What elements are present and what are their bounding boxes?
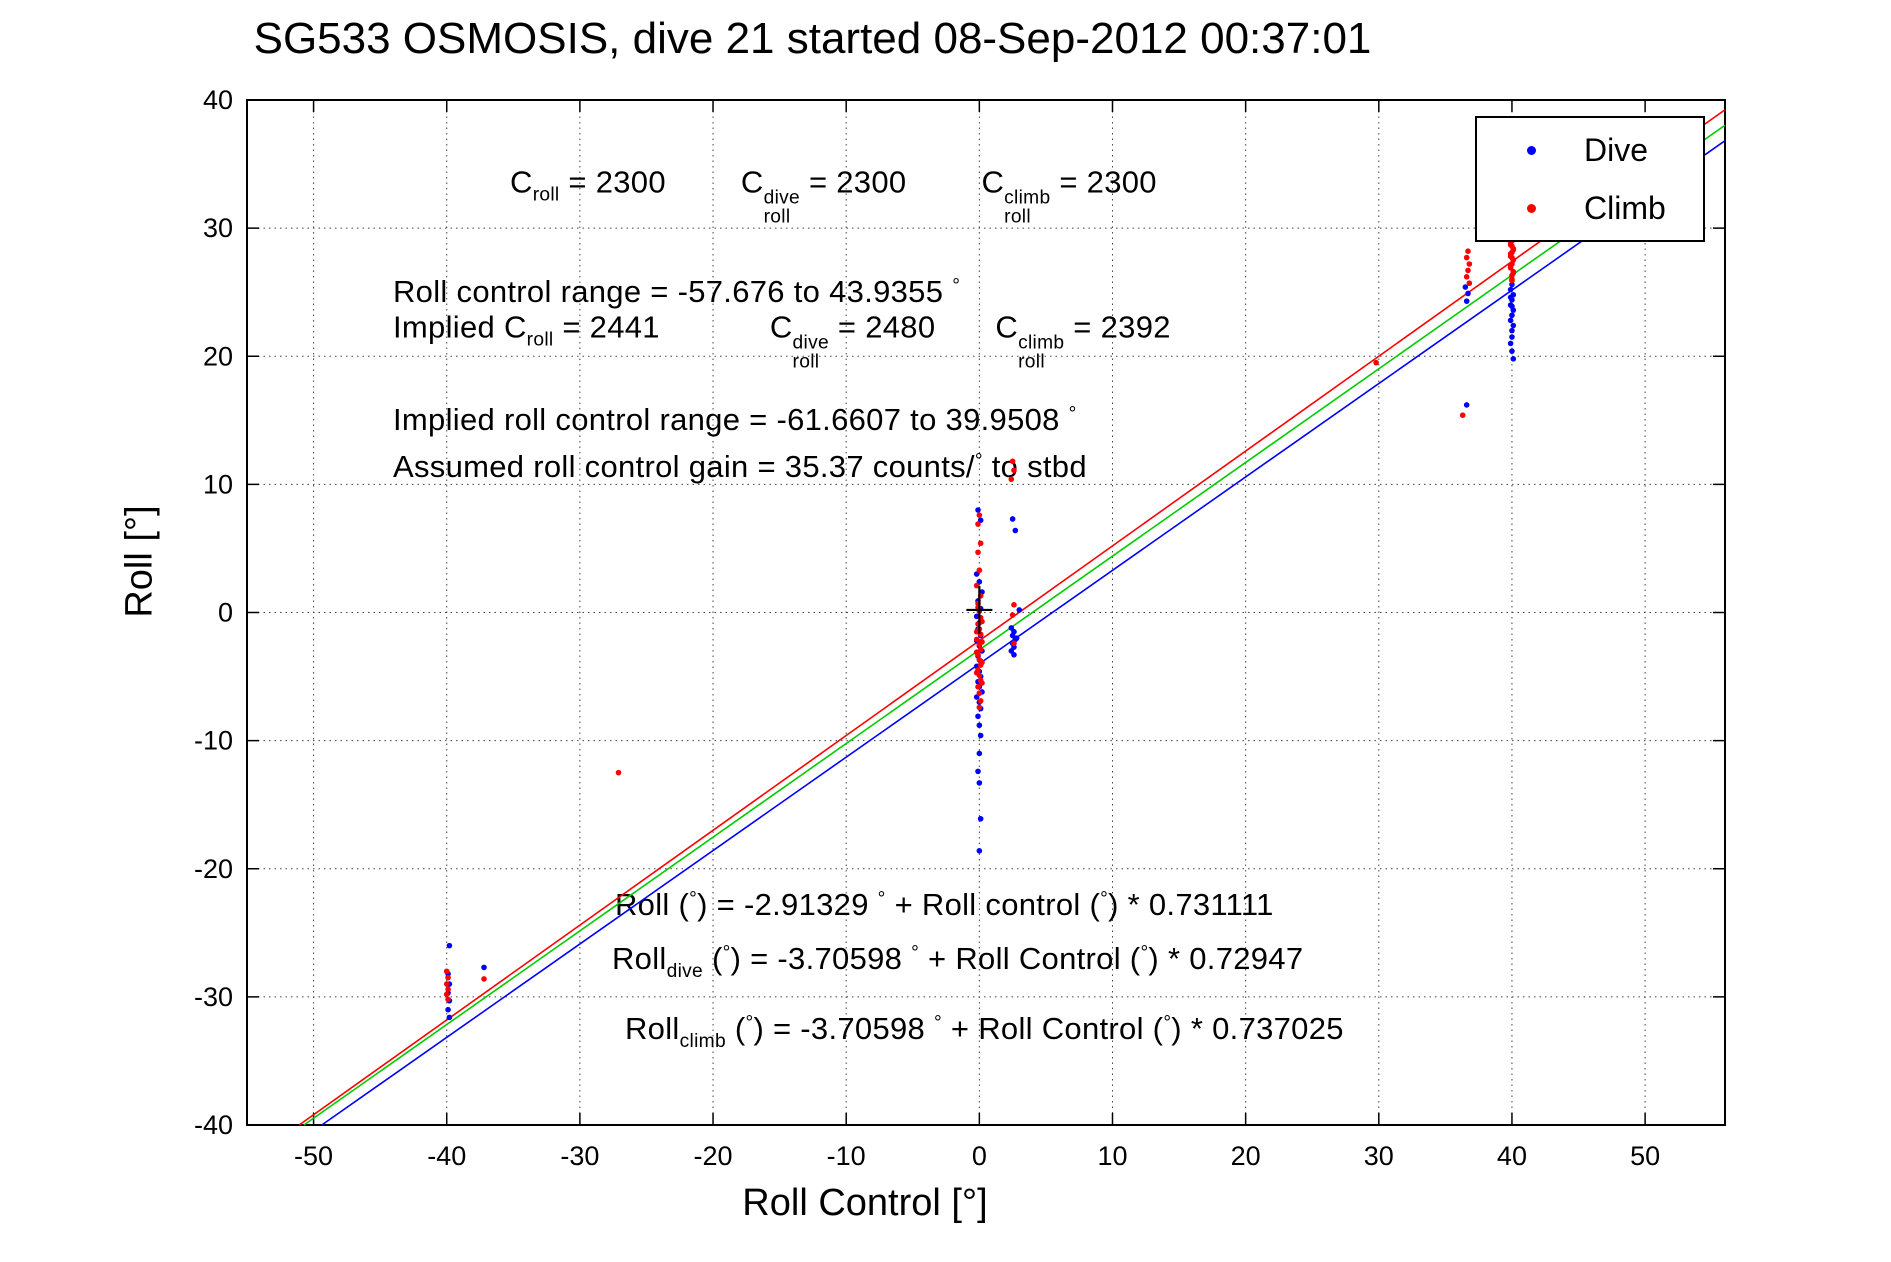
dive-marker-icon xyxy=(1527,146,1536,155)
svg-text:-30: -30 xyxy=(560,1141,599,1171)
svg-text:20: 20 xyxy=(203,341,233,371)
svg-text:-40: -40 xyxy=(427,1141,466,1171)
y-axis-label: Roll [°] xyxy=(118,505,161,618)
svg-text:20: 20 xyxy=(1231,1141,1261,1171)
svg-text:10: 10 xyxy=(203,469,233,499)
legend-item-climb: Climb xyxy=(1477,178,1703,239)
svg-text:-10: -10 xyxy=(194,726,233,756)
svg-text:-50: -50 xyxy=(294,1141,333,1171)
svg-text:-30: -30 xyxy=(194,982,233,1012)
plot-title: SG533 OSMOSIS, dive 21 started 08-Sep-20… xyxy=(253,14,1372,63)
legend: Dive Climb xyxy=(1475,116,1705,242)
svg-text:30: 30 xyxy=(1364,1141,1394,1171)
x-axis-label: Roll Control [°] xyxy=(742,1182,988,1224)
svg-text:-20: -20 xyxy=(194,854,233,884)
legend-item-dive: Dive xyxy=(1477,120,1703,181)
svg-text:-40: -40 xyxy=(194,1110,233,1140)
svg-text:50: 50 xyxy=(1630,1141,1660,1171)
svg-text:10: 10 xyxy=(1097,1141,1127,1171)
svg-text:-20: -20 xyxy=(694,1141,733,1171)
svg-text:0: 0 xyxy=(218,598,233,628)
svg-text:40: 40 xyxy=(1497,1141,1527,1171)
svg-text:40: 40 xyxy=(203,85,233,115)
climb-marker-icon xyxy=(1527,204,1536,213)
svg-text:-10: -10 xyxy=(827,1141,866,1171)
legend-label-dive: Dive xyxy=(1584,132,1649,168)
svg-text:0: 0 xyxy=(972,1141,987,1171)
legend-label-climb: Climb xyxy=(1584,190,1666,226)
svg-text:30: 30 xyxy=(203,213,233,243)
